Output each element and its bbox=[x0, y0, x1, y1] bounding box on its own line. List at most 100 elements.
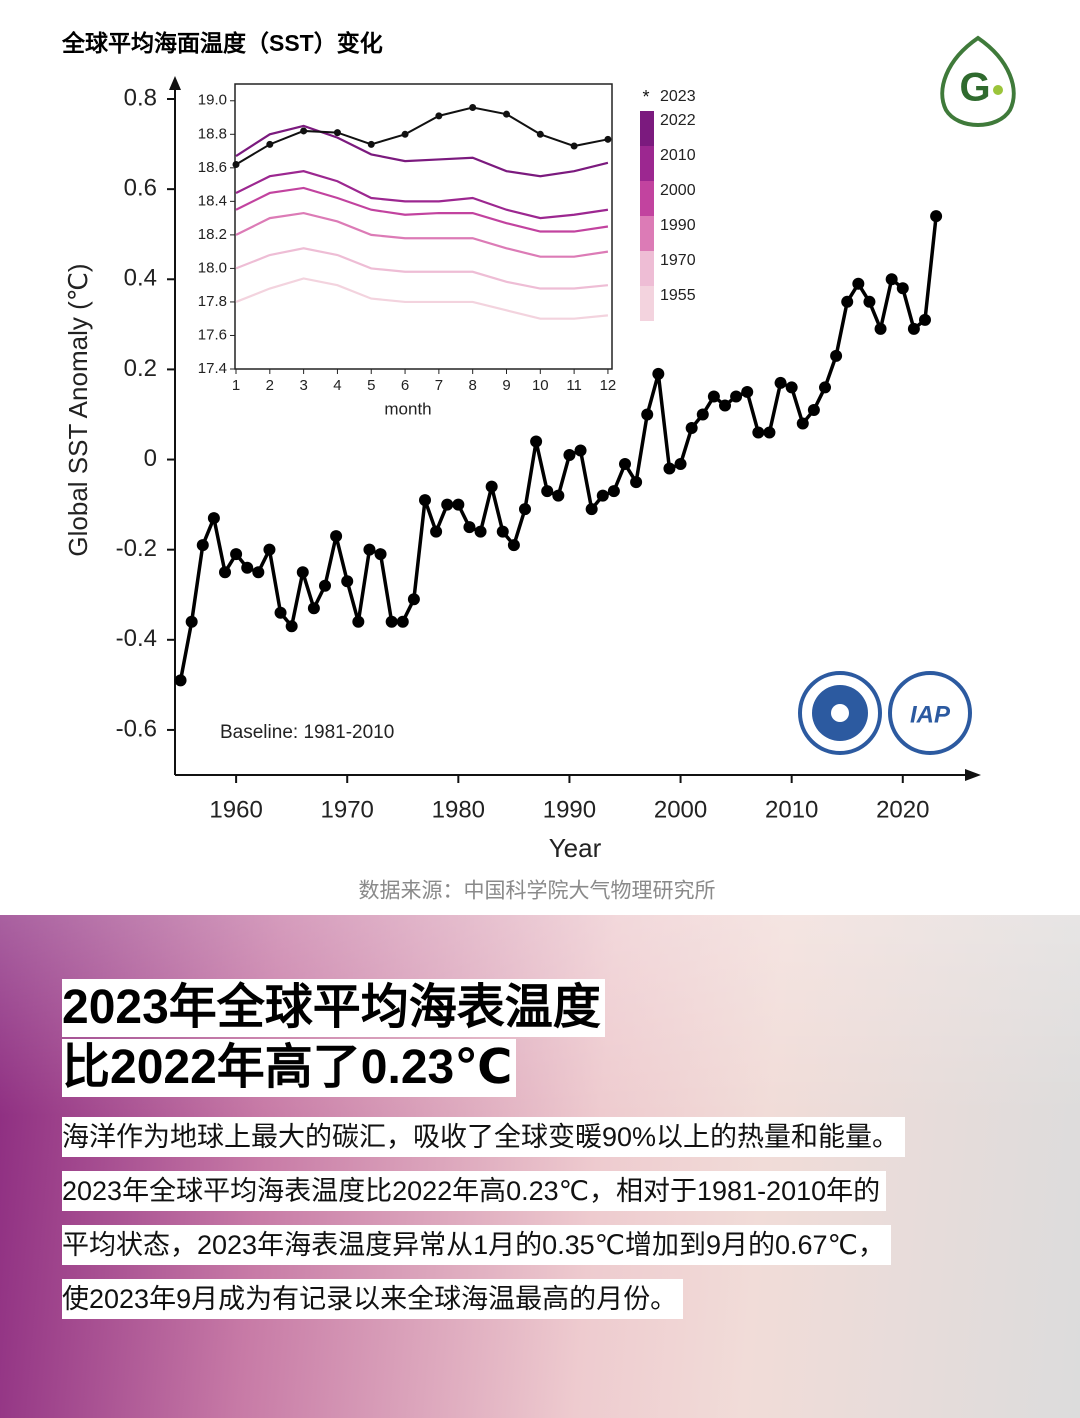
inset-x-tick-label: 5 bbox=[367, 377, 375, 394]
anomaly-dot bbox=[641, 408, 654, 421]
legend-swatch bbox=[640, 286, 654, 321]
inset-dot bbox=[367, 140, 375, 148]
inset-y-tick-label: 18.0 bbox=[198, 259, 227, 276]
inset-dot bbox=[300, 127, 308, 135]
anomaly-dot bbox=[619, 458, 631, 471]
iap-ring bbox=[888, 671, 972, 755]
legend: * 2023 2022 2010 2000 1990 1970 1955 bbox=[640, 87, 696, 321]
anomaly-dot bbox=[219, 566, 231, 579]
anomaly-dot bbox=[630, 476, 643, 489]
source: 数据来源：中国科学院大气物理研究所 bbox=[359, 880, 716, 903]
page-title: 全球平均海面温度（SST）变化 bbox=[61, 30, 383, 56]
y-tick-label: -0.4 bbox=[116, 625, 157, 652]
anomaly-dot bbox=[419, 494, 431, 507]
x-tick-label: 1980 bbox=[432, 796, 485, 823]
x-axis-label: Year bbox=[549, 833, 602, 863]
anomaly-dot bbox=[263, 543, 276, 556]
annotation: Baseline: 1981-2010 bbox=[220, 722, 394, 743]
legend-swatch bbox=[640, 146, 654, 181]
anomaly-dot bbox=[352, 615, 365, 628]
anomaly-dot bbox=[585, 503, 598, 516]
anomaly-dot bbox=[885, 273, 898, 286]
anomaly-dot bbox=[174, 674, 187, 687]
inset-dot bbox=[333, 129, 341, 137]
anomaly-dot bbox=[819, 381, 831, 394]
anomaly-dot bbox=[874, 322, 887, 335]
anomaly-dot bbox=[852, 277, 865, 290]
anomaly-dot bbox=[207, 512, 220, 525]
anomaly-dot bbox=[274, 606, 287, 619]
inset-x-tick-label: 1 bbox=[232, 377, 240, 394]
inset-line bbox=[235, 211, 609, 258]
anomaly-dot bbox=[796, 417, 809, 430]
anomaly-dot bbox=[463, 521, 476, 534]
iap-logo: IAP bbox=[888, 671, 972, 755]
inset-dot bbox=[232, 160, 240, 168]
anomaly-dot bbox=[474, 525, 487, 538]
anomaly-dot bbox=[907, 322, 920, 335]
inset-y-tick-label: 18.4 bbox=[198, 192, 227, 209]
anomaly-dot bbox=[319, 579, 331, 592]
anomaly-dot bbox=[719, 399, 731, 412]
inset-y-tick-label: 18.2 bbox=[198, 226, 227, 243]
anomaly-dot bbox=[685, 421, 698, 434]
anomaly-dot bbox=[441, 498, 454, 511]
x-tick-label: 2010 bbox=[765, 796, 818, 823]
inset-dot bbox=[435, 112, 443, 120]
anomaly-dot bbox=[374, 548, 387, 561]
anomaly-dot bbox=[652, 367, 665, 380]
anomaly-dot bbox=[663, 462, 676, 475]
inset-dot bbox=[536, 130, 544, 138]
inset-dot bbox=[401, 130, 409, 138]
x-tick-label: 2020 bbox=[876, 796, 929, 823]
body-text: 平均状态，2023年海表温度异常从1月的0.35℃增加到9月的0.67℃， bbox=[62, 1225, 891, 1265]
inset-dot bbox=[266, 140, 274, 148]
cas-flower bbox=[831, 704, 849, 722]
cas-logo bbox=[798, 671, 882, 755]
legend-label: 2023 bbox=[660, 88, 696, 105]
anomaly-dot bbox=[541, 485, 554, 498]
y-tick-label: 0.8 bbox=[124, 84, 157, 111]
inset-x-tick-label: 4 bbox=[333, 377, 341, 394]
logo-letter: G bbox=[959, 66, 990, 110]
inset-x-tick-label: 9 bbox=[502, 377, 510, 394]
inset-x-tick-label: 10 bbox=[532, 377, 549, 394]
anomaly-dot bbox=[730, 390, 743, 403]
anomaly-dot bbox=[485, 480, 498, 493]
y-tick-label: -0.2 bbox=[116, 535, 157, 562]
legend-swatch bbox=[640, 216, 654, 251]
inset-x-tick-label: 6 bbox=[401, 377, 409, 394]
anomaly-dot bbox=[185, 615, 198, 628]
anomaly-dot bbox=[930, 210, 943, 223]
anomaly-dot bbox=[407, 593, 420, 606]
inset-y-tick-label: 18.6 bbox=[198, 159, 227, 176]
inset-x-tick-label: 7 bbox=[435, 377, 443, 394]
x-tick-label: 1970 bbox=[321, 796, 374, 823]
inset-line bbox=[235, 106, 609, 166]
inset-line bbox=[235, 186, 609, 233]
x-tick-label: 2000 bbox=[654, 796, 707, 823]
legend-swatch bbox=[640, 111, 654, 146]
y-axis-arrow bbox=[169, 76, 181, 90]
inset-dot bbox=[570, 142, 578, 150]
legend-swatch bbox=[640, 251, 654, 286]
logo-drop bbox=[940, 35, 1016, 127]
y-axis-label: Global SST Anomaly (℃) bbox=[63, 263, 93, 556]
inset-chart: 17.417.617.818.018.218.418.618.819.01 2 3 4… bbox=[198, 83, 617, 418]
anomaly-dot bbox=[196, 539, 209, 552]
inset-x-tick-label: 8 bbox=[469, 377, 477, 394]
inset-x-tick-label: 12 bbox=[600, 377, 617, 394]
anomaly-dot bbox=[341, 575, 354, 588]
anomaly-dot bbox=[252, 566, 265, 579]
inset-y-tick-label: 18.8 bbox=[198, 125, 227, 142]
inset-x-tick-label: 3 bbox=[299, 377, 307, 394]
anomaly-dot bbox=[674, 458, 687, 471]
anomaly-dot bbox=[785, 381, 798, 394]
anomaly-dot bbox=[285, 620, 298, 633]
anomaly-dot bbox=[763, 426, 776, 439]
anomaly-dot bbox=[596, 489, 609, 502]
anomaly-dot bbox=[507, 539, 520, 552]
anomaly-dot bbox=[496, 525, 509, 538]
inset-y-tick-label: 17.8 bbox=[198, 293, 227, 310]
